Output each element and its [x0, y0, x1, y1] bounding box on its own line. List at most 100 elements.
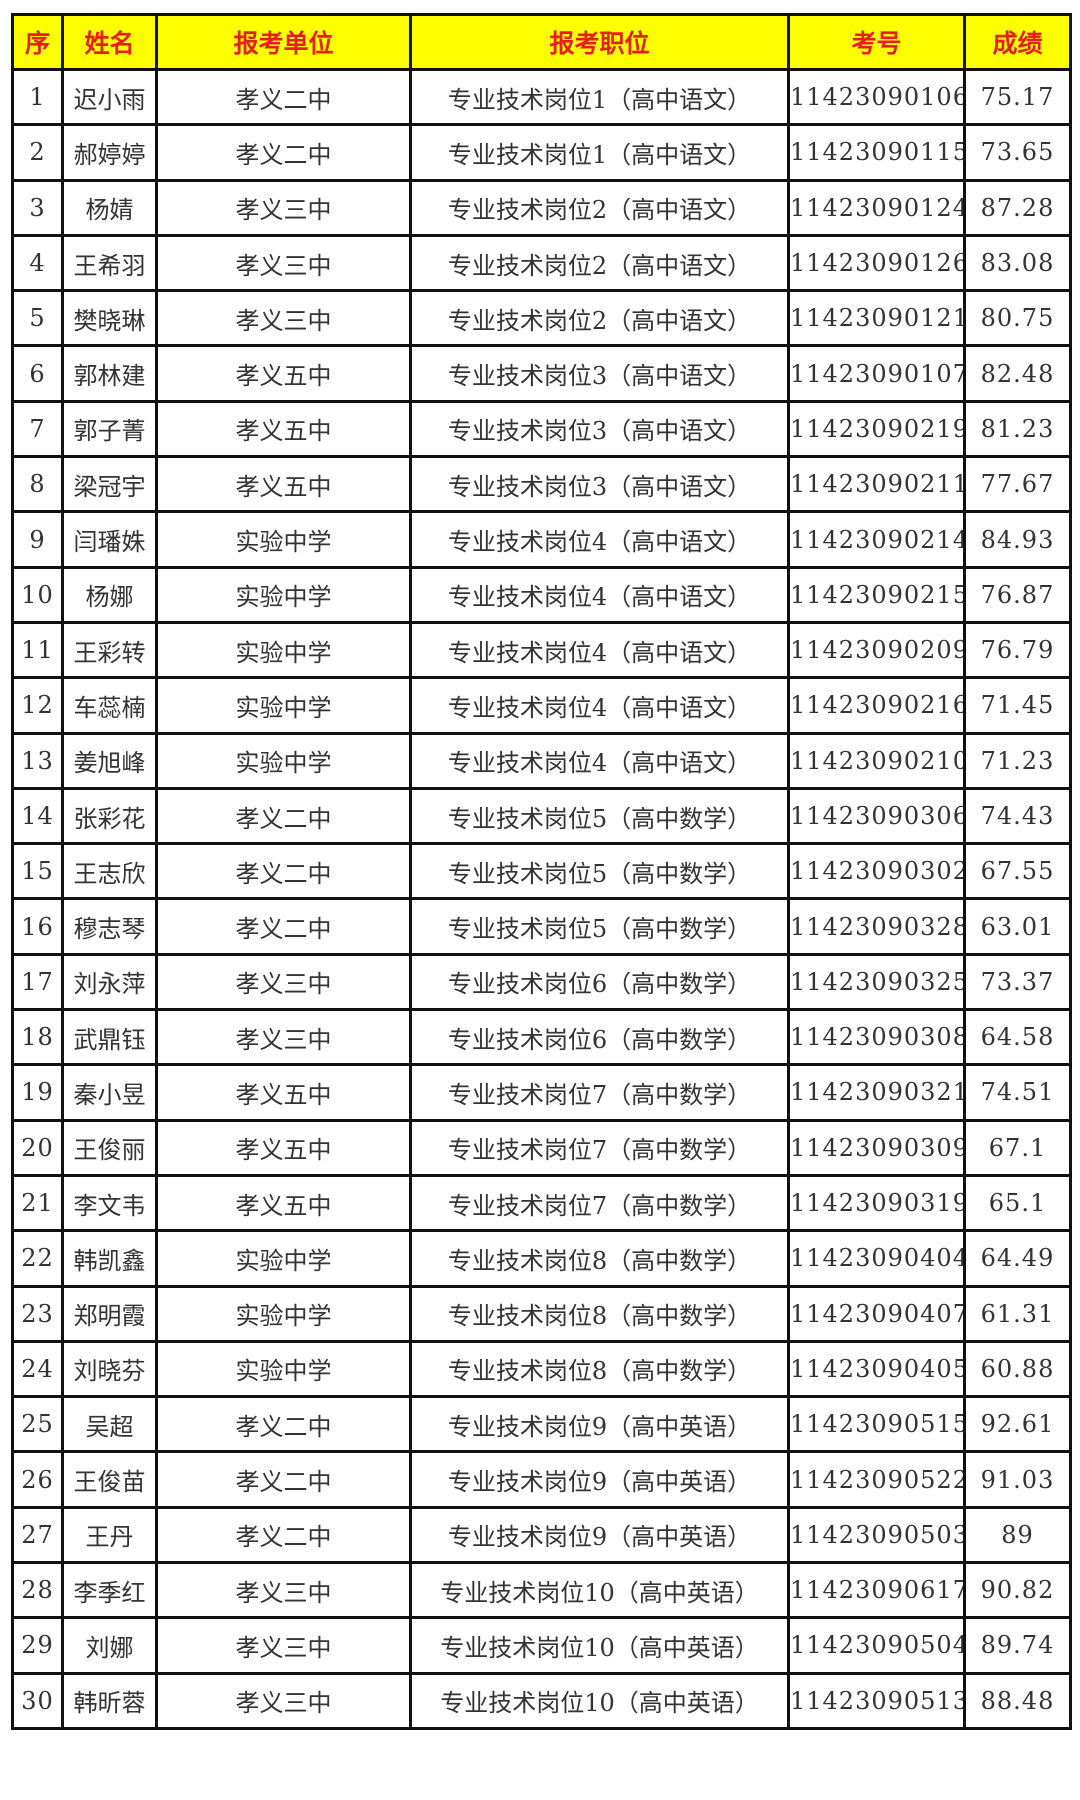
cell-index: 21 — [11, 1173, 64, 1233]
table-row: 20 王俊丽 孝义五中 专业技术岗位7（高中数学） 11423090309 67.1 — [11, 1118, 1072, 1177]
cell-score: 61.31 — [963, 1284, 1072, 1343]
cell-name: 张彩花 — [61, 786, 158, 846]
cell-position: 专业技术岗位1（高中语文） — [409, 67, 790, 127]
cell-exam-number: 11423090321 — [787, 1063, 966, 1122]
cell-unit: 实验中学 — [155, 1284, 412, 1343]
cell-score: 71.45 — [963, 676, 1072, 735]
cell-unit: 实验中学 — [155, 1339, 412, 1399]
cell-score: 81.23 — [963, 399, 1072, 459]
cell-exam-number: 11423090308 — [787, 1008, 966, 1067]
cell-position: 专业技术岗位3（高中语文） — [409, 344, 790, 403]
cell-exam-number: 11423090515 — [787, 1395, 966, 1454]
header-position: 报考职位 — [409, 13, 790, 71]
cell-unit: 孝义二中 — [155, 1395, 412, 1454]
table-row: 27 王丹 孝义二中 专业技术岗位9（高中英语） 11423090503 89 — [11, 1505, 1072, 1565]
cell-score: 76.87 — [963, 565, 1072, 624]
table-row: 2 郝婷婷 孝义二中 专业技术岗位1（高中语文） 11423090115 73.65 — [11, 123, 1072, 182]
cell-index: 30 — [11, 1671, 64, 1730]
cell-index: 20 — [11, 1118, 64, 1177]
cell-position: 专业技术岗位9（高中英语） — [409, 1450, 790, 1509]
cell-index: 26 — [11, 1450, 64, 1509]
cell-position: 专业技术岗位7（高中数学） — [409, 1118, 790, 1177]
table-row: 26 王俊苗 孝义二中 专业技术岗位9（高中英语） 11423090522 91.03 — [11, 1450, 1072, 1509]
cell-score: 60.88 — [963, 1339, 1072, 1399]
cell-unit: 孝义三中 — [155, 1671, 412, 1730]
table-row: 4 王希羽 孝义三中 专业技术岗位2（高中语文） 11423090126 83.08 — [11, 233, 1072, 293]
table-row: 1 迟小雨 孝义二中 专业技术岗位1（高中语文） 11423090106 75.17 — [11, 67, 1072, 127]
cell-score: 73.37 — [963, 952, 1072, 1012]
cell-exam-number: 11423090407 — [787, 1284, 966, 1343]
cell-score: 64.49 — [963, 1229, 1072, 1288]
cell-position: 专业技术岗位1（高中语文） — [409, 123, 790, 182]
header-score: 成绩 — [963, 13, 1072, 71]
cell-score: 87.28 — [963, 178, 1072, 237]
cell-exam-number: 11423090617 — [787, 1561, 966, 1620]
cell-position: 专业技术岗位9（高中英语） — [409, 1395, 790, 1454]
cell-unit: 孝义二中 — [155, 786, 412, 846]
cell-exam-number: 11423090214 — [787, 510, 966, 569]
cell-index: 9 — [11, 510, 64, 569]
table-row: 9 闫璠姝 实验中学 专业技术岗位4（高中语文） 11423090214 84.93 — [11, 510, 1072, 569]
cell-index: 23 — [11, 1284, 64, 1343]
header-name: 姓名 — [61, 13, 158, 71]
cell-name: 武鼎钰 — [61, 1008, 158, 1067]
cell-index: 1 — [11, 67, 64, 127]
cell-position: 专业技术岗位2（高中语文） — [409, 233, 790, 293]
cell-index: 12 — [11, 676, 64, 735]
cell-index: 28 — [11, 1561, 64, 1620]
cell-index: 5 — [11, 289, 64, 348]
cell-exam-number: 11423090215 — [787, 565, 966, 624]
cell-index: 11 — [11, 620, 64, 680]
cell-exam-number: 11423090309 — [787, 1118, 966, 1177]
table-row: 19 秦小昱 孝义五中 专业技术岗位7（高中数学） 11423090321 74.51 — [11, 1063, 1072, 1122]
cell-unit: 孝义五中 — [155, 455, 412, 514]
header-row: 序 姓名 报考单位 报考职位 考号 成绩 — [11, 13, 1072, 71]
table-row: 18 武鼎钰 孝义三中 专业技术岗位6（高中数学） 11423090308 64.58 — [11, 1008, 1072, 1067]
cell-position: 专业技术岗位6（高中数学） — [409, 952, 790, 1012]
table-row: 10 杨娜 实验中学 专业技术岗位4（高中语文） 11423090215 76.87 — [11, 565, 1072, 624]
table-row: 7 郭子菁 孝义五中 专业技术岗位3（高中语文） 11423090219 81.23 — [11, 399, 1072, 459]
cell-name: 郭林建 — [61, 344, 158, 403]
cell-name: 车蕊楠 — [61, 676, 158, 735]
cell-position: 专业技术岗位10（高中英语） — [409, 1616, 790, 1675]
table-row: 16 穆志琴 孝义二中 专业技术岗位5（高中数学） 11423090328 63.01 — [11, 897, 1072, 956]
cell-index: 16 — [11, 897, 64, 956]
cell-score: 82.48 — [963, 344, 1072, 403]
cell-name: 刘晓芬 — [61, 1339, 158, 1399]
table-row: 25 吴超 孝义二中 专业技术岗位9（高中英语） 11423090515 92.61 — [11, 1395, 1072, 1454]
cell-score: 89.74 — [963, 1616, 1072, 1675]
cell-score: 67.55 — [963, 842, 1072, 901]
cell-index: 13 — [11, 731, 64, 790]
cell-exam-number: 11423090319 — [787, 1173, 966, 1233]
cell-name: 刘永萍 — [61, 952, 158, 1012]
cell-name: 王俊丽 — [61, 1118, 158, 1177]
cell-exam-number: 11423090503 — [787, 1505, 966, 1565]
table-row: 6 郭林建 孝义五中 专业技术岗位3（高中语文） 11423090107 82.48 — [11, 344, 1072, 403]
cell-score: 73.65 — [963, 123, 1072, 182]
cell-name: 迟小雨 — [61, 67, 158, 127]
cell-exam-number: 11423090107 — [787, 344, 966, 403]
cell-position: 专业技术岗位8（高中数学） — [409, 1229, 790, 1288]
cell-unit: 实验中学 — [155, 620, 412, 680]
table-row: 24 刘晓芬 实验中学 专业技术岗位8（高中数学） 11423090405 60.88 — [11, 1339, 1072, 1399]
table-row: 30 韩昕蓉 孝义三中 专业技术岗位10（高中英语） 11423090513 88.48 — [11, 1671, 1072, 1730]
cell-unit: 实验中学 — [155, 565, 412, 624]
cell-score: 64.58 — [963, 1008, 1072, 1067]
cell-name: 王志欣 — [61, 842, 158, 901]
cell-exam-number: 11423090115 — [787, 123, 966, 182]
cell-name: 王彩转 — [61, 620, 158, 680]
cell-position: 专业技术岗位8（高中数学） — [409, 1339, 790, 1399]
cell-name: 杨娜 — [61, 565, 158, 624]
cell-unit: 孝义三中 — [155, 233, 412, 293]
cell-unit: 孝义三中 — [155, 178, 412, 237]
cell-name: 韩凯鑫 — [61, 1229, 158, 1288]
cell-score: 67.1 — [963, 1118, 1072, 1177]
cell-exam-number: 11423090216 — [787, 676, 966, 735]
cell-name: 韩昕蓉 — [61, 1671, 158, 1730]
cell-exam-number: 11423090513 — [787, 1671, 966, 1730]
cell-score: 91.03 — [963, 1450, 1072, 1509]
cell-exam-number: 11423090126 — [787, 233, 966, 293]
cell-position: 专业技术岗位5（高中数学） — [409, 897, 790, 956]
cell-score: 83.08 — [963, 233, 1072, 293]
cell-unit: 孝义五中 — [155, 344, 412, 403]
